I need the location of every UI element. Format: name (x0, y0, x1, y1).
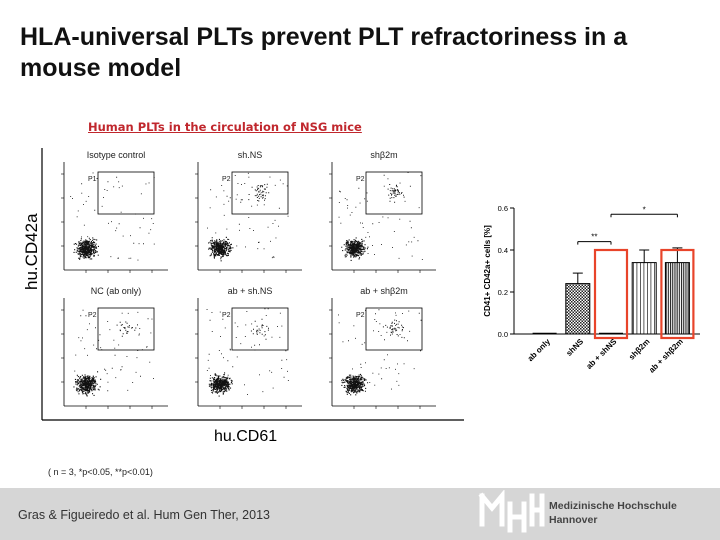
facs-gate-label: P2 (356, 176, 365, 183)
facs-panel: ab + shβ2m P2 (329, 286, 436, 409)
facs-panel-title: ab + shβ2m (360, 286, 407, 296)
facs-panel-title: shβ2m (370, 150, 397, 160)
facs-events (338, 172, 423, 261)
footer-bar (0, 488, 720, 540)
facs-gate (365, 307, 423, 351)
figure-subtitle: Human PLTs in the circulation of NSG mic… (88, 120, 362, 134)
bar-chart: 0.0 0.2 0.4 0.6 CD41+ CD42a+ cells [%] ab onl… (472, 190, 712, 390)
mhh-logo-icon (476, 489, 546, 534)
bar-y-axis-label: CD41+ CD42a+ cells [%] (483, 225, 492, 317)
institution-name-line: Hannover (549, 513, 598, 526)
facs-events (73, 309, 154, 397)
facs-events (338, 309, 422, 396)
facs-panel: Isotype control P1 (61, 150, 168, 273)
facs-gate (97, 307, 155, 351)
facs-x-axis-label: hu.CD61 (214, 428, 278, 445)
facs-gate (231, 171, 289, 215)
facs-panel: NC (ab only) P2 (61, 286, 168, 409)
facs-panel: sh.NS P2 (195, 150, 302, 273)
significance-label: ** (591, 233, 597, 242)
statistics-footnote: ( n = 3, *p<0.05, **p<0.01) (48, 467, 153, 477)
facs-gate-label: P2 (356, 312, 365, 319)
facs-panel-title: sh.NS (238, 150, 263, 160)
facs-gate-label: P2 (88, 312, 97, 319)
bar-y-tick-label: 0.6 (498, 204, 508, 213)
bar (565, 283, 591, 335)
bar-category-label: ab + shβ2m (647, 337, 685, 375)
facs-panel-title: Isotype control (87, 150, 146, 160)
facs-panel-title: NC (ab only) (91, 286, 142, 296)
bar-category-label: ab + shNS (585, 337, 619, 371)
facs-panel: ab + sh.NS P2 (195, 286, 302, 409)
facs-gate (365, 171, 423, 215)
facs-events (207, 172, 289, 262)
bar-highlight-box (660, 248, 695, 340)
bar (664, 262, 690, 335)
facs-panel-title: ab + sh.NS (228, 286, 273, 296)
bar-category-label: shβ2m (627, 337, 652, 362)
bar-category-label: ab only (526, 337, 553, 364)
bar-chart-svg: 0.0 0.2 0.4 0.6 CD41+ CD42a+ cells [%] ab onl… (483, 204, 700, 375)
facs-gate-label: P1 (88, 176, 97, 183)
facs-gate-label: P2 (222, 176, 231, 183)
facs-events (206, 308, 289, 397)
institution-name: Medizinische Hochschule Hannover (549, 500, 677, 527)
facs-panel-grid: Isotype control P1 sh.NS P2 shβ2m P2 NC (ab on… (40, 148, 466, 423)
bar-highlight-box (593, 248, 629, 340)
bar-y-tick-label: 0.2 (498, 288, 508, 297)
slide-title: HLA-universal PLTs prevent PLT refractor… (20, 23, 628, 82)
facs-gate (231, 307, 289, 351)
facs-y-axis-label: hu.CD42a (22, 213, 41, 290)
significance-label: * (643, 205, 646, 214)
bar-y-tick-label: 0.0 (498, 330, 508, 339)
facs-events (70, 172, 155, 261)
facs-gate (97, 171, 155, 215)
facs-panel: shβ2m P2 (329, 150, 436, 273)
facs-gate-label: P2 (222, 312, 231, 319)
institution-name-line: Medizinische Hochschule (549, 500, 677, 512)
bar (631, 262, 657, 335)
bar-y-tick-label: 0.4 (498, 246, 508, 255)
citation: Gras & Figueiredo et al. Hum Gen Ther, 2… (18, 508, 270, 522)
bar-category-label: shNS (564, 337, 585, 358)
